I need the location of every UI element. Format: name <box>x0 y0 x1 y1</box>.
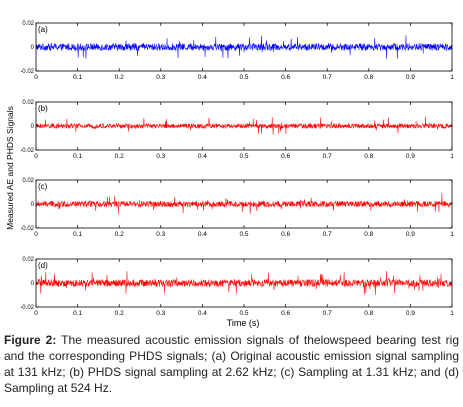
x-tick-label: 0 <box>34 310 38 317</box>
x-tick-label: 0.8 <box>364 231 373 238</box>
panel-label: (d) <box>38 261 48 270</box>
x-tick-label: 0 <box>34 153 38 160</box>
x-tick-label: 0.9 <box>406 153 415 160</box>
x-tick-label: 0.5 <box>239 153 248 160</box>
panel-0: 0 0.1 0.2 0.3 0.4 0.5 0.6 0.7 0.8 0.9 10.020-0.02(… <box>20 21 454 81</box>
panel-label: (c) <box>38 182 48 191</box>
x-tick-label: 1 <box>450 74 454 81</box>
x-tick-label: 0.5 <box>239 310 248 317</box>
y-tick-label: -0.02 <box>20 69 34 75</box>
x-tick-label: 0.1 <box>73 231 82 238</box>
x-tick-label: 1 <box>450 153 454 160</box>
caption-label: Figure 2: <box>4 333 57 347</box>
x-tick-label: 0.8 <box>364 74 373 81</box>
x-axis-label: Time (s) <box>227 318 260 328</box>
panel-2: 0 0.1 0.2 0.3 0.4 0.5 0.6 0.7 0.8 0.9 10.020-0.02(… <box>20 178 454 238</box>
x-tick-label: 0.2 <box>115 74 124 81</box>
x-tick-label: 0.8 <box>364 153 373 160</box>
signal-panels: 0 0.1 0.2 0.3 0.4 0.5 0.6 0.7 0.8 0.9 10.020-0.02(… <box>20 21 454 317</box>
signal-trace <box>35 35 453 59</box>
x-tick-label: 0.4 <box>198 153 207 160</box>
panel-3: 0 0.1 0.2 0.3 0.4 0.5 0.6 0.7 0.8 0.9 10.020-0.02(… <box>20 257 454 317</box>
y-tick-label: 0 <box>31 281 35 287</box>
signal-figure: Measured AE and PHDS Signals Time (s) 0 0… <box>5 21 454 328</box>
signal-trace <box>35 193 453 215</box>
x-tick-label: 0.4 <box>198 74 207 81</box>
y-tick-label: 0.02 <box>22 257 34 263</box>
panel-label: (a) <box>38 25 48 34</box>
y-tick-label: 0.02 <box>22 178 34 184</box>
x-tick-label: 0.9 <box>406 310 415 317</box>
x-tick-label: 0.5 <box>239 74 248 81</box>
x-tick-label: 1 <box>450 231 454 238</box>
y-tick-label: -0.02 <box>20 305 34 311</box>
x-tick-label: 0.5 <box>239 231 248 238</box>
x-tick-label: 0.9 <box>406 231 415 238</box>
signal-trace <box>35 271 453 295</box>
x-tick-label: 0.7 <box>323 310 332 317</box>
x-tick-label: 0.1 <box>73 74 82 81</box>
panel-1: 0 0.1 0.2 0.3 0.4 0.5 0.6 0.7 0.8 0.9 10.020-0.02(… <box>20 100 454 160</box>
x-tick-label: 0.2 <box>115 310 124 317</box>
x-tick-label: 0.6 <box>281 231 290 238</box>
x-tick-label: 0.7 <box>323 231 332 238</box>
x-tick-label: 0.3 <box>156 74 165 81</box>
x-tick-label: 0.6 <box>281 153 290 160</box>
x-tick-label: 0.2 <box>115 231 124 238</box>
y-tick-label: -0.02 <box>20 226 34 232</box>
x-tick-label: 0.9 <box>406 74 415 81</box>
x-tick-label: 0.3 <box>156 310 165 317</box>
y-tick-label: 0 <box>31 202 35 208</box>
x-tick-label: 0.3 <box>156 153 165 160</box>
x-tick-label: 0.7 <box>323 153 332 160</box>
y-axis-label: Measured AE and PHDS Signals <box>5 106 15 230</box>
x-tick-label: 0.4 <box>198 231 207 238</box>
x-tick-label: 0.4 <box>198 310 207 317</box>
y-tick-label: -0.02 <box>20 148 34 154</box>
y-tick-label: 0.02 <box>22 100 34 106</box>
x-tick-label: 0.7 <box>323 74 332 81</box>
y-tick-label: 0 <box>31 45 35 51</box>
x-tick-label: 0 <box>34 231 38 238</box>
caption-text: The measured acoustic emission signals o… <box>4 333 460 395</box>
signal-trace <box>35 116 453 135</box>
x-tick-label: 0.1 <box>73 153 82 160</box>
x-tick-label: 0.6 <box>281 310 290 317</box>
x-tick-label: 1 <box>450 310 454 317</box>
x-tick-label: 0.1 <box>73 310 82 317</box>
x-tick-label: 0.2 <box>115 153 124 160</box>
y-tick-label: 0.02 <box>22 21 34 27</box>
x-tick-label: 0.8 <box>364 310 373 317</box>
x-tick-label: 0.3 <box>156 231 165 238</box>
x-tick-label: 0.6 <box>281 74 290 81</box>
panel-label: (b) <box>38 104 48 113</box>
figure-caption: Figure 2: The measured acoustic emission… <box>4 332 459 396</box>
y-tick-label: 0 <box>31 124 35 130</box>
x-tick-label: 0 <box>34 74 38 81</box>
